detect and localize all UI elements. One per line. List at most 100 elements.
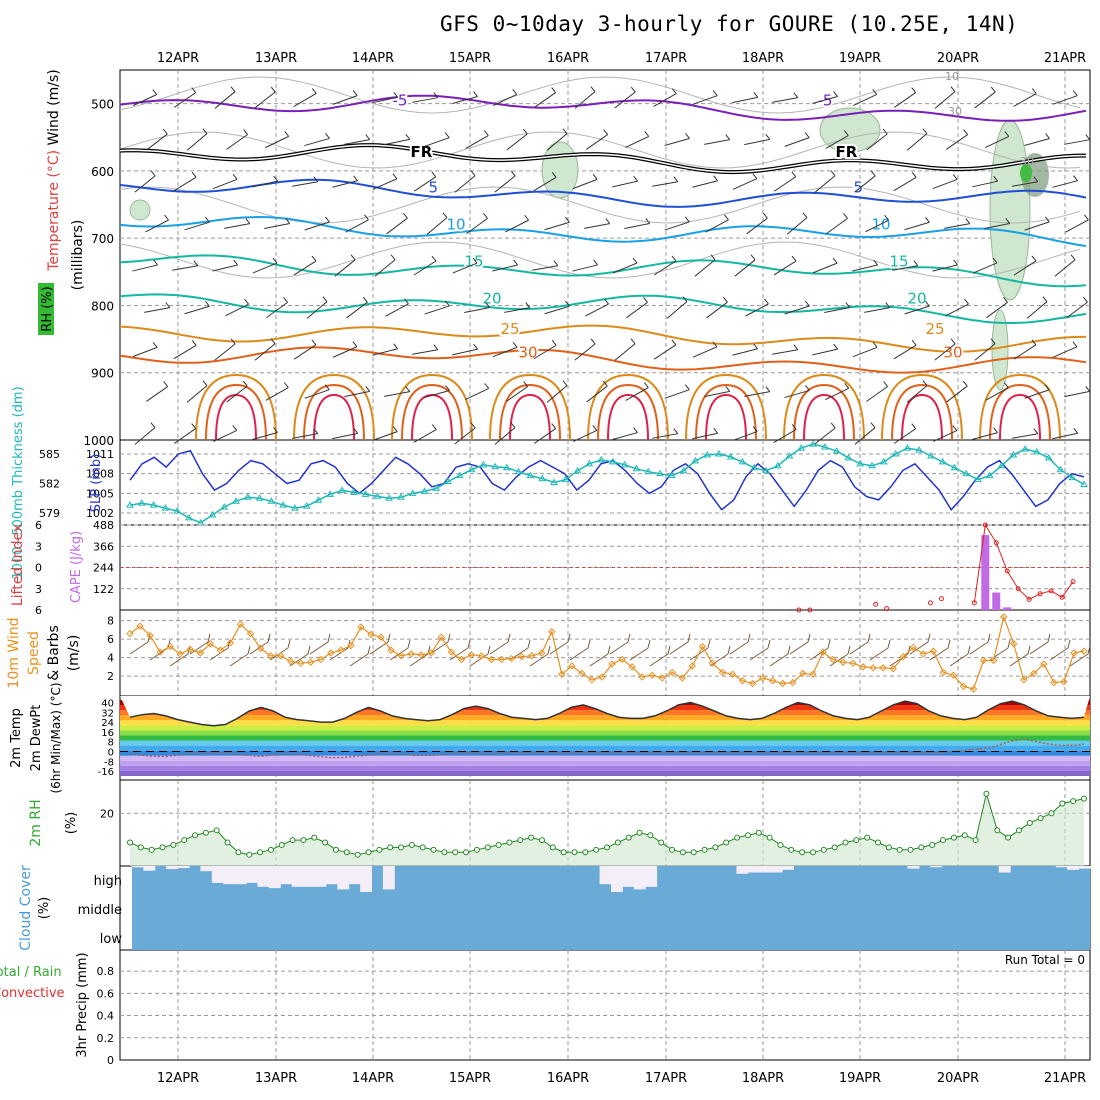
wind-speed-point — [688, 662, 697, 670]
wind-speed-point — [969, 685, 978, 693]
thickness-point — [338, 486, 346, 493]
wind-axis-label-3: & Barbs — [46, 625, 62, 681]
isotherm-surface-loop — [411, 393, 453, 441]
cloud-high-gap — [348, 866, 361, 885]
cloud-level-label: middle — [78, 903, 122, 918]
rh-point — [896, 846, 903, 853]
wind-barb — [614, 338, 636, 361]
wind-barb — [533, 171, 557, 192]
wind-barb — [412, 344, 439, 355]
wind-barb — [226, 380, 248, 403]
thickness-point — [891, 450, 900, 457]
lifted-index-point — [971, 600, 977, 606]
wind-barb — [625, 382, 649, 401]
rh-point — [137, 844, 144, 851]
thickness-point — [550, 478, 558, 486]
wind-barb — [852, 259, 879, 272]
thickness-point — [1080, 480, 1088, 487]
wind-barb — [172, 260, 199, 271]
axis-label-part: (m/s) — [66, 635, 82, 672]
isotherm-label: 30 — [944, 344, 963, 362]
wind-barb — [704, 134, 731, 145]
wind-speed-point — [286, 657, 295, 666]
cloud-high-gap — [166, 866, 179, 870]
wind-barb — [773, 255, 797, 276]
wind-barb — [904, 300, 930, 315]
isotherm-label: 5 — [429, 179, 439, 197]
rh-point — [224, 839, 231, 846]
wind-speed-point — [447, 648, 456, 656]
cape-tick-label: 488 — [93, 519, 114, 532]
surface-wind-barb — [709, 645, 731, 667]
thickness-point — [1044, 453, 1053, 461]
wind-barb — [853, 89, 878, 107]
isotherm-label: 10 — [447, 216, 466, 234]
wind-barb — [866, 128, 888, 151]
rh-point — [322, 839, 329, 846]
rh-point — [983, 790, 990, 797]
rh-point — [127, 839, 133, 846]
panel-frame-upper — [119, 69, 1091, 441]
wind-barb — [932, 425, 958, 442]
wind-speed-point — [678, 674, 687, 682]
isotherm-label: FR — [836, 143, 858, 161]
rh2m-unit-label: (%) — [64, 812, 79, 835]
thickness-point — [149, 501, 158, 508]
wind-barb — [546, 128, 568, 151]
wind-barb — [1066, 296, 1088, 319]
precip-tick-label: 0.8 — [97, 965, 115, 978]
cloud-high-gap — [268, 866, 281, 889]
isotherm-surface-loop — [803, 393, 845, 441]
cloud-high-gap — [622, 866, 635, 887]
thickness-point — [738, 457, 747, 465]
series-line-slp — [129, 449, 1085, 511]
rh-point — [289, 837, 296, 844]
thickness-point — [503, 463, 511, 471]
wind-barb — [974, 338, 996, 361]
thickness-point — [385, 494, 393, 501]
temp-color-band — [120, 720, 1090, 726]
wind-axis-label-1: 10m Wind — [6, 617, 22, 688]
wind-barb — [745, 298, 769, 317]
rh-point — [387, 844, 394, 851]
isotherm-label: 15 — [890, 253, 909, 271]
wind-barb — [372, 92, 399, 104]
wind-barb — [174, 423, 197, 444]
temp-tick-label: 16 — [101, 728, 114, 739]
isotherm-surface-loop — [499, 383, 561, 441]
thickness-point — [1009, 451, 1018, 458]
wind-speed-point — [748, 679, 757, 688]
wind-speed-point — [768, 677, 777, 685]
wind-barb — [464, 302, 491, 314]
surface-wind-barb — [769, 645, 791, 667]
wind-barb — [226, 129, 249, 150]
date-label-top: 20APR — [937, 51, 979, 66]
chart-title: GFS 0~10day 3-hourly for GOURE (10.25E, … — [440, 12, 1019, 36]
wind-speed-point — [527, 652, 536, 660]
wind-barb — [212, 259, 239, 272]
wind-speed-point — [1050, 678, 1058, 687]
surface-wind-barb — [329, 639, 351, 661]
wind-barb — [614, 86, 636, 109]
lifted-axis-label: Lifted Index — [10, 524, 26, 606]
wind-speed-point — [548, 628, 556, 636]
lifted-index-point — [807, 607, 813, 613]
surface-wind-barb — [1069, 645, 1091, 667]
rh-contour — [989, 119, 1031, 301]
isotherm-surface-loop — [401, 383, 463, 441]
wind-speed-point — [889, 665, 897, 673]
axis-label-part: Temperature (°C) — [46, 145, 62, 271]
isotherm-surface-loop — [891, 383, 953, 441]
wind-speed-point — [829, 655, 837, 664]
wind-speed-point — [487, 655, 496, 664]
cloud-high-gap — [291, 866, 304, 887]
rh-point — [365, 849, 372, 856]
rh-point — [799, 849, 806, 856]
wind-barb — [744, 134, 771, 146]
wind-barb — [214, 338, 236, 361]
cloud-high-gap — [759, 866, 772, 873]
wind-axis-label-4: (m/s) — [66, 635, 82, 672]
axis-label-part: 2m DewPt — [29, 705, 44, 772]
wind-barb — [1024, 133, 1050, 146]
surface-wind-barb — [749, 639, 771, 661]
